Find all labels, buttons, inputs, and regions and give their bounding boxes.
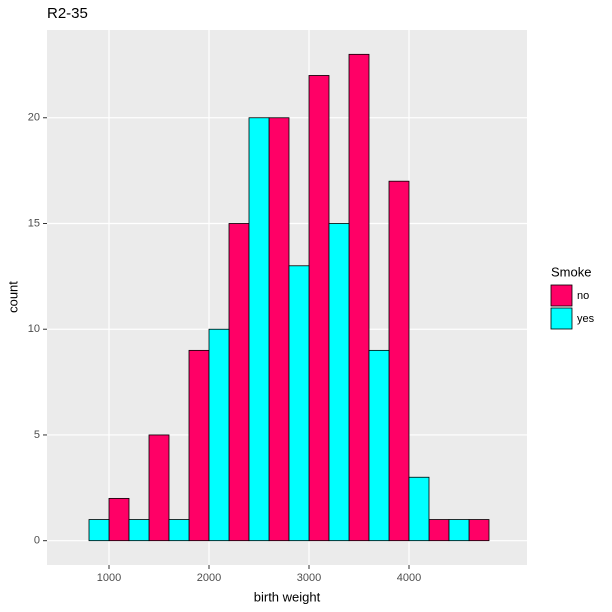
bar xyxy=(408,476,430,542)
bar xyxy=(328,223,350,542)
y-tick-label: 15 xyxy=(28,217,40,229)
x-tick-label: 3000 xyxy=(297,572,321,584)
x-tick-label: 2000 xyxy=(197,572,221,584)
bar xyxy=(308,75,330,542)
x-tick-label: 1000 xyxy=(97,572,121,584)
y-axis-title: count xyxy=(5,281,20,313)
bar xyxy=(148,434,170,542)
y-tick-label: 10 xyxy=(28,323,40,335)
bar xyxy=(168,519,190,542)
x-axis-title: birth weight xyxy=(254,589,321,604)
legend-key xyxy=(550,307,573,330)
bar xyxy=(468,519,490,542)
bar xyxy=(248,117,270,542)
bar xyxy=(448,519,470,542)
bar xyxy=(428,519,450,542)
legend-title: Smoke xyxy=(551,264,591,279)
bar xyxy=(388,180,410,542)
bar xyxy=(188,349,210,542)
bar xyxy=(128,519,150,542)
bar xyxy=(348,53,370,542)
y-tick-label: 20 xyxy=(28,112,40,124)
bar xyxy=(108,497,130,542)
x-tick-label: 4000 xyxy=(397,572,421,584)
bar xyxy=(368,349,390,542)
legend-key xyxy=(550,284,573,307)
bar xyxy=(268,117,290,542)
legend-label: yes xyxy=(577,313,595,325)
bar xyxy=(288,265,310,542)
y-tick-label: 5 xyxy=(34,429,40,441)
legend-label: no xyxy=(577,290,589,302)
bar xyxy=(88,519,110,542)
bar xyxy=(228,223,250,542)
y-tick-label: 0 xyxy=(34,535,40,547)
bar xyxy=(208,328,230,542)
chart-title: R2-35 xyxy=(47,5,88,22)
